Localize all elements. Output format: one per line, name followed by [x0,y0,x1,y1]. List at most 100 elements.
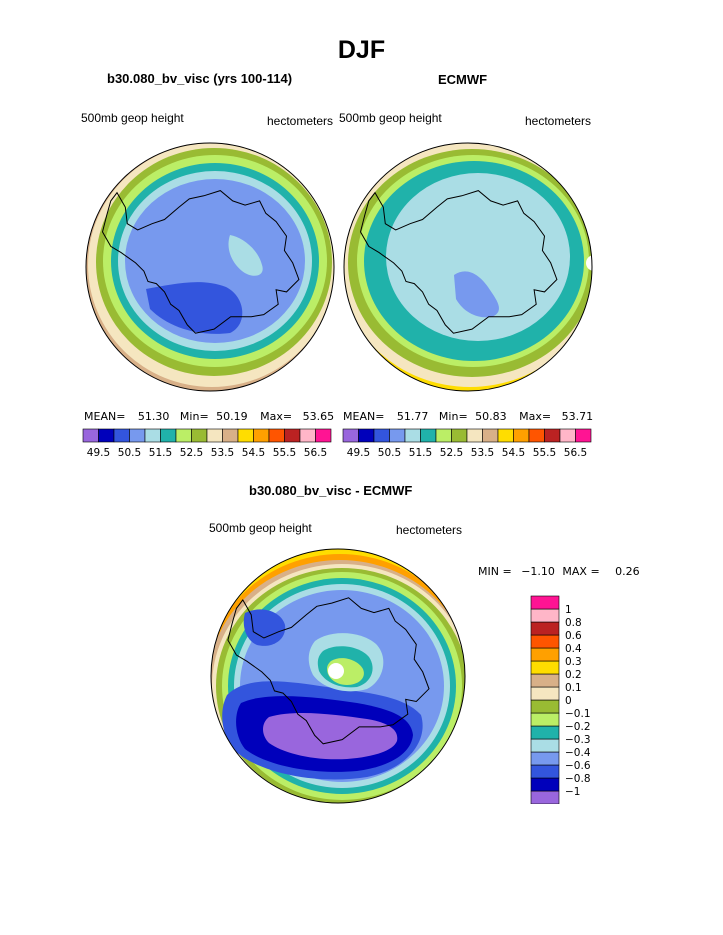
model-colorbar-box-0 [82,428,99,443]
obs-colorbar-box-5 [420,428,437,443]
obs-colorbar-box-14 [559,428,576,443]
model-max-value: 53.65 [302,410,335,423]
obs-max-label: Max= [519,410,552,423]
obs-map-boundary [343,142,593,392]
diff-colorbar-tick-label: −0.1 [565,708,591,720]
diff-colorbar-tick-label: −0.2 [565,721,591,733]
model-colorbar-tick-label: 56.5 [304,447,327,459]
obs-contour-fill [344,143,592,391]
diff-polar-map [210,548,466,804]
page-title: DJF [337,36,386,64]
obs-contour-blob-0 [454,271,500,318]
obs-colorbar-box-4 [404,428,421,443]
diff-colorbar-tick-label: 0.1 [565,682,582,694]
obs-contour-band-6 [386,173,570,341]
model-colorbar-tick-label: 51.5 [149,447,172,459]
obs-colorbar-box-12 [528,428,545,443]
model-colorbar: 49.5 50.5 51.5 52.5 53.5 54.5 55.5 56.5 [82,428,332,459]
obs-polar-map [343,142,598,392]
diff-pole-marker [328,663,344,679]
diff-max-value: 0.26 [615,565,640,578]
diff-colorbar-tick-label: −1 [565,786,580,798]
obs-colorbar-box-9 [482,428,499,443]
model-colorbar-tick-label: 55.5 [273,447,296,459]
model-min-label: Min= [179,410,209,423]
obs-colorbar-tick-label: 51.5 [409,447,432,459]
diff-contour-fill [211,549,465,803]
diff-antarctica-coastline [227,597,430,745]
model-mean-value: 51.30 [137,410,170,423]
diff-colorbar-box-10 [530,660,560,675]
obs-colorbar: 49.5 50.5 51.5 52.5 53.5 54.5 55.5 56.5 [342,428,592,459]
diff-colorbar-box-9 [530,673,560,688]
diff-colorbar-box-1 [530,777,560,792]
model-panel-title: b30.080_bv_visc (yrs 100-114) [107,71,293,86]
model-colorbar-box-12 [268,428,285,443]
model-contour-fill [86,143,334,391]
model-colorbar-tick-label: 53.5 [211,447,234,459]
diff-colorbar-tick-label: 1 [565,604,572,616]
diff-colorbar-box-6 [530,712,560,727]
diff-colorbar-box-11 [530,647,560,662]
diff-colorbar-box-2 [530,764,560,779]
diff-colorbar-box-4 [530,738,560,753]
diff-colorbar-box-3 [530,751,560,766]
obs-colorbar-tick-label: 52.5 [440,447,463,459]
model-colorbar-box-4 [144,428,161,443]
model-colorbar-box-14 [299,428,316,443]
diff-colorbar-tick-label: −0.6 [565,760,591,772]
obs-max-value: 53.71 [561,410,594,423]
obs-colorbar-box-8 [466,428,483,443]
obs-colorbar-tick-label: 49.5 [347,447,370,459]
model-colorbar-box-2 [113,428,130,443]
obs-colorbar-box-10 [497,428,514,443]
obs-colorbar-box-11 [513,428,530,443]
diff-max-label: MAX = [562,565,600,578]
model-colorbar-tick-label: 54.5 [242,447,265,459]
obs-colorbar-tick-label: 50.5 [378,447,401,459]
diff-colorbar: −1−0.8−0.6−0.4−0.3−0.2−0.100.10.20.30.40… [530,595,591,804]
diff-colorbar-box-0 [530,790,560,804]
diff-colorbar-tick-label: 0.2 [565,669,582,681]
model-map-boundary [85,142,335,392]
diff-colorbar-box-7 [530,699,560,714]
model-colorbar-box-5 [160,428,177,443]
diff-map-boundary [210,548,466,804]
obs-units-label: hectometers [525,114,592,128]
model-mean-label: MEAN= [84,410,126,423]
obs-colorbar-tick-label: 55.5 [533,447,556,459]
obs-colorbar-tick-label: 56.5 [564,447,587,459]
model-colorbar-box-7 [191,428,208,443]
diff-colorbar-box-13 [530,621,560,636]
obs-colorbar-box-13 [544,428,561,443]
obs-panel-title: ECMWF [438,72,488,87]
model-colorbar-box-9 [222,428,239,443]
model-antarctica-coastline [101,190,300,334]
obs-colorbar-box-1 [358,428,375,443]
diff-contour-blob-2 [263,713,398,760]
obs-antarctica-coastline [359,190,558,334]
diff-contour-blob-3 [243,609,286,646]
obs-min-label: Min= [438,410,468,423]
diff-units-label: hectometers [396,523,463,537]
diff-colorbar-tick-label: 0.3 [565,656,582,668]
model-min-value: 50.19 [216,410,248,423]
model-colorbar-box-11 [253,428,270,443]
diff-colorbar-box-8 [530,686,560,701]
obs-colorbar-box-0 [342,428,359,443]
diff-min-label: MIN = [478,565,512,578]
diff-colorbar-tick-label: 0.8 [565,617,582,629]
diff-panel-title: b30.080_bv_visc - ECMWF [249,483,413,498]
diff-colorbar-tick-label: 0.6 [565,630,582,642]
diff-colorbar-box-5 [530,725,560,740]
diff-stats: MIN = −1.10 MAX = 0.26 [478,565,640,578]
model-variable-label: 500mb geop height [81,111,184,125]
obs-colorbar-tick-label: 54.5 [502,447,525,459]
diff-colorbar-tick-label: 0.4 [565,643,582,655]
model-colorbar-tick-label: 52.5 [180,447,203,459]
obs-stats: MEAN= 51.77 Min= 50.83 Max= 53.71 [343,410,593,423]
diff-colorbar-tick-label: −0.4 [565,747,591,759]
model-colorbar-box-10 [237,428,254,443]
model-colorbar-box-15 [315,428,332,443]
diff-colorbar-tick-label: −0.8 [565,773,591,785]
